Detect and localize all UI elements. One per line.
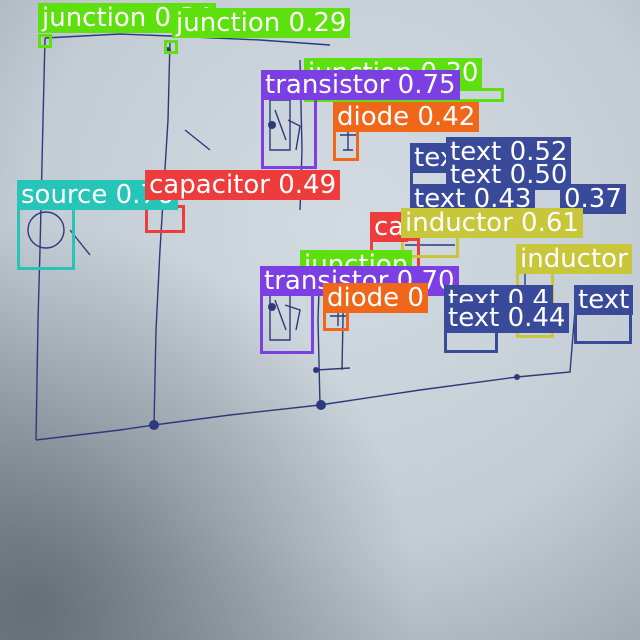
detection-label-transistor-1: transistor 0.75: [261, 70, 460, 100]
detection-box-junction-1: [38, 34, 52, 48]
detection-box-source-1: [17, 206, 75, 270]
detection-label-junction-2: junction 0.29: [172, 8, 351, 38]
detection-box-text-3: [574, 312, 632, 344]
detection-box-transistor-2: [260, 290, 314, 354]
detection-box-diode-1: [333, 127, 359, 161]
detection-label-diode-1: diode 0.42: [333, 102, 480, 132]
detection-label-text-7: text: [574, 285, 634, 315]
detection-label-diode-2: diode 0: [323, 283, 428, 313]
detection-label-inductor-1: inductor 0.61: [401, 208, 583, 238]
circuit-drawing: [27, 33, 576, 441]
detection-label-capacitor-1: capacitor 0.49: [145, 170, 341, 200]
detection-box-junction-2: [164, 40, 178, 54]
detection-label-inductor-2: inductor: [516, 244, 632, 274]
detection-label-text-8: text 0.44: [444, 303, 570, 333]
detection-box-transistor-1: [261, 97, 317, 169]
